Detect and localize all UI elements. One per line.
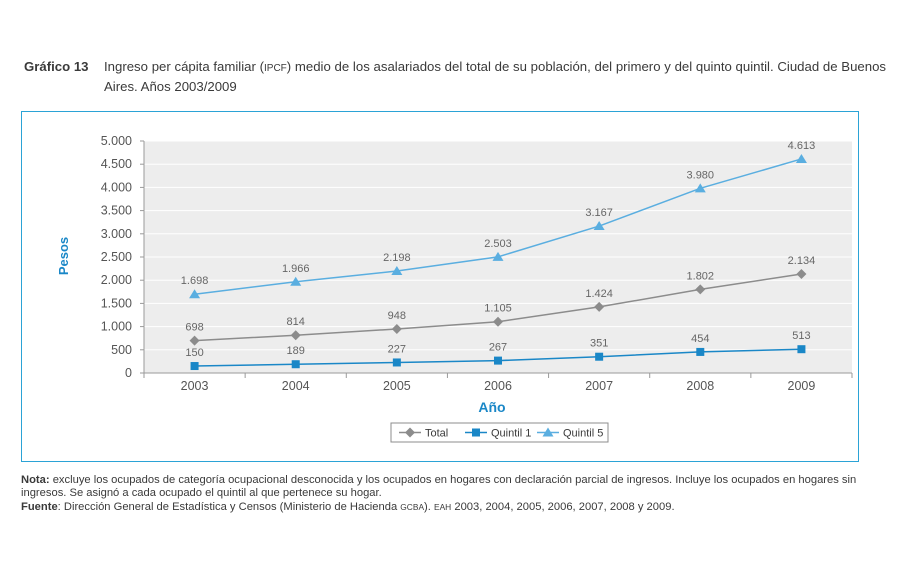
data-point — [593, 221, 605, 231]
data-label: 814 — [287, 316, 305, 328]
legend-marker — [542, 427, 554, 437]
data-point — [795, 153, 807, 163]
y-tick-label: 3.500 — [101, 204, 132, 218]
data-label: 513 — [792, 330, 810, 342]
legend-marker — [472, 428, 480, 437]
note-text: excluye los ocupados de categoría ocupac… — [21, 474, 857, 500]
source-abbrev-1: GCBA — [400, 501, 425, 512]
y-tick-label: 4.500 — [101, 157, 132, 171]
data-label: 227 — [388, 343, 406, 355]
title-part1: Ingreso per cápita familiar ( — [104, 59, 265, 74]
data-label: 3.980 — [687, 169, 715, 181]
data-point — [796, 268, 807, 279]
data-label: 1.424 — [585, 288, 613, 300]
data-label: 2.198 — [383, 252, 411, 264]
data-point — [493, 316, 503, 327]
figure-title-block: Gráfico 13 Ingreso per cápita familiar (… — [24, 58, 886, 96]
y-tick-label: 0 — [125, 366, 132, 380]
data-point — [694, 183, 706, 193]
data-point — [392, 358, 401, 367]
source-abbrev-2: EAH — [434, 501, 452, 512]
x-tick-label: 2005 — [383, 379, 411, 393]
data-label: 1.802 — [687, 270, 715, 282]
data-label: 1.966 — [282, 263, 310, 275]
x-axis-title: Año — [478, 399, 505, 415]
legend-label: Quintil 1 — [491, 428, 531, 440]
data-point — [190, 362, 199, 371]
x-tick-label: 2006 — [484, 379, 512, 393]
source: Fuente: Dirección General de Estadística… — [21, 501, 887, 514]
figure-label: Gráfico 13 — [24, 59, 89, 74]
x-tick-label: 2009 — [788, 379, 816, 393]
data-point — [797, 345, 806, 354]
data-point — [492, 251, 504, 261]
figure-title: Ingreso per cápita familiar (IPCF) medio… — [104, 58, 886, 96]
x-tick-label: 2007 — [585, 379, 613, 393]
data-label: 189 — [287, 345, 305, 357]
legend-box — [390, 422, 609, 443]
data-point — [494, 356, 502, 365]
y-tick-label: 1.500 — [101, 296, 132, 310]
source-text-3: 2003, 2004, 2005, 2006, 2007, 2008 y 200… — [451, 500, 675, 513]
legend-label: Total — [425, 428, 448, 440]
data-point — [189, 335, 200, 346]
notes-block: Nota: excluye los ocupados de categoría … — [21, 474, 887, 514]
chart-frame — [21, 111, 859, 462]
x-tick-label: 2004 — [282, 379, 310, 393]
y-tick-label: 2.000 — [101, 273, 132, 287]
data-label: 150 — [185, 347, 203, 359]
data-point — [291, 360, 300, 369]
data-label: 267 — [489, 342, 507, 354]
y-tick-label: 3.000 — [101, 227, 132, 241]
source-text-2: ). — [424, 500, 434, 513]
data-label: 698 — [185, 322, 203, 334]
title-part2: ) medio de los asalariados del total de … — [104, 59, 886, 94]
data-label: 1.105 — [484, 303, 512, 315]
data-point — [189, 289, 201, 299]
x-tick-label: 2008 — [686, 379, 714, 393]
data-point — [595, 352, 604, 361]
data-label: 351 — [590, 338, 608, 350]
y-tick-label: 4.000 — [101, 180, 132, 194]
data-label: 1.698 — [181, 275, 209, 287]
note-label: Nota: — [21, 474, 50, 486]
y-tick-label: 5.000 — [101, 134, 132, 148]
source-label: Fuente — [21, 500, 58, 513]
legend-label: Quintil 5 — [563, 428, 603, 440]
data-label: 2.503 — [484, 238, 512, 250]
source-text-1: : Dirección General de Estadística y Cen… — [57, 500, 401, 513]
data-point — [290, 330, 301, 341]
y-tick-label: 2.500 — [101, 250, 132, 264]
note: Nota: excluye los ocupados de categoría … — [21, 474, 887, 501]
y-tick-label: 500 — [111, 343, 132, 357]
data-point — [695, 284, 706, 295]
data-label: 4.613 — [788, 140, 816, 152]
data-label: 948 — [388, 310, 406, 322]
data-point — [391, 266, 403, 276]
legend-marker — [405, 427, 415, 438]
y-tick-label: 1.000 — [101, 320, 132, 334]
x-tick-label: 2003 — [181, 379, 209, 393]
data-point — [290, 276, 302, 286]
data-point — [696, 347, 705, 356]
title-abbrev: IPCF — [264, 63, 287, 74]
y-axis-title: Pesos — [56, 237, 71, 275]
data-label: 3.167 — [585, 207, 613, 219]
data-label: 454 — [691, 333, 709, 345]
data-point — [391, 324, 402, 335]
data-point — [594, 301, 605, 312]
data-label: 2.134 — [788, 255, 816, 267]
